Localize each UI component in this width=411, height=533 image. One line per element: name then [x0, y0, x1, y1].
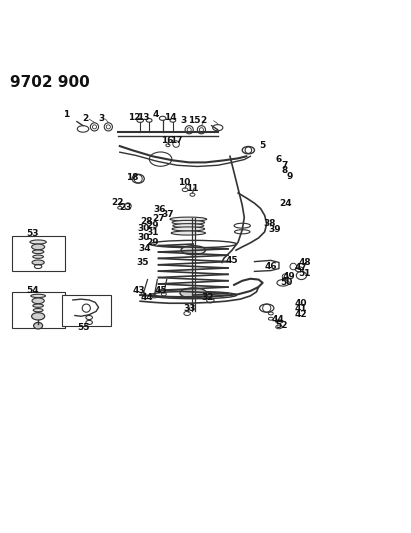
Bar	[62, 295, 111, 326]
Text: 9: 9	[286, 172, 293, 181]
Text: 11: 11	[186, 184, 199, 192]
Text: 2: 2	[201, 116, 207, 125]
Ellipse shape	[30, 240, 46, 244]
Text: 34: 34	[138, 244, 151, 253]
Text: 30: 30	[137, 232, 149, 241]
Text: 13: 13	[137, 112, 150, 122]
Ellipse shape	[31, 294, 46, 297]
Text: 3: 3	[99, 114, 105, 123]
Text: 29: 29	[146, 221, 159, 230]
Ellipse shape	[172, 227, 205, 231]
Text: 6: 6	[276, 155, 282, 164]
Ellipse shape	[181, 246, 206, 255]
Ellipse shape	[33, 255, 44, 259]
Text: 4: 4	[152, 110, 159, 119]
Text: 40: 40	[295, 298, 307, 308]
Text: 10: 10	[178, 179, 190, 187]
Text: 42: 42	[295, 310, 307, 319]
Ellipse shape	[33, 309, 43, 312]
Text: 44: 44	[272, 315, 284, 324]
Ellipse shape	[171, 231, 206, 235]
Text: 14: 14	[164, 112, 176, 122]
Text: 9702 900: 9702 900	[9, 75, 89, 90]
Text: 33: 33	[183, 304, 196, 313]
Text: 36: 36	[153, 205, 166, 214]
Text: 50: 50	[280, 278, 292, 287]
Text: 41: 41	[295, 304, 307, 313]
Ellipse shape	[34, 322, 43, 329]
Text: 3: 3	[180, 116, 187, 125]
Text: 48: 48	[298, 258, 311, 267]
Text: 28: 28	[140, 217, 152, 226]
Ellipse shape	[173, 224, 204, 228]
Text: 54: 54	[27, 286, 39, 295]
Ellipse shape	[172, 220, 205, 224]
Ellipse shape	[32, 244, 45, 250]
Text: 29: 29	[146, 238, 159, 247]
Text: 49: 49	[282, 272, 295, 281]
Text: 38: 38	[263, 219, 276, 228]
Text: 35: 35	[136, 258, 149, 267]
Text: 37: 37	[162, 210, 174, 219]
Ellipse shape	[180, 288, 206, 298]
Text: 43: 43	[133, 287, 145, 295]
Text: 32: 32	[201, 293, 214, 302]
Ellipse shape	[32, 298, 44, 304]
Ellipse shape	[170, 217, 207, 221]
Ellipse shape	[32, 313, 45, 320]
Text: 1: 1	[63, 110, 70, 119]
Bar	[12, 236, 65, 271]
Text: 17: 17	[170, 136, 182, 146]
Ellipse shape	[32, 250, 44, 254]
Text: 5: 5	[259, 141, 266, 150]
Text: 22: 22	[111, 198, 123, 206]
Text: 31: 31	[146, 228, 159, 237]
Text: 8: 8	[282, 166, 288, 175]
Text: 12: 12	[128, 112, 141, 122]
Text: 53: 53	[27, 229, 39, 238]
Text: 15: 15	[187, 116, 200, 125]
Text: 47: 47	[295, 263, 307, 272]
Text: 27: 27	[152, 214, 165, 223]
Text: 30: 30	[137, 224, 149, 233]
Text: 51: 51	[298, 269, 311, 278]
Ellipse shape	[32, 260, 44, 265]
Text: 45: 45	[226, 256, 238, 265]
Text: 39: 39	[269, 225, 282, 235]
Text: 55: 55	[77, 323, 90, 332]
Text: 24: 24	[279, 199, 292, 208]
Text: 46: 46	[265, 262, 277, 271]
Text: 45: 45	[155, 287, 167, 295]
Text: 2: 2	[82, 114, 88, 123]
Text: 16: 16	[161, 136, 173, 146]
Text: 44: 44	[141, 293, 154, 302]
Text: 7: 7	[282, 161, 288, 170]
Text: 18: 18	[126, 173, 139, 182]
Text: 23: 23	[119, 203, 132, 212]
Bar	[12, 292, 65, 328]
Text: 52: 52	[275, 321, 287, 330]
Ellipse shape	[33, 304, 44, 308]
